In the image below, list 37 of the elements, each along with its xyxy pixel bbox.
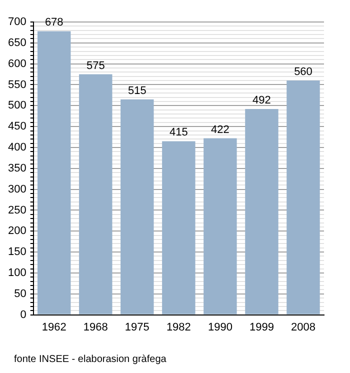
data-label: 515 xyxy=(128,84,146,97)
data-label: 415 xyxy=(169,126,188,139)
x-tick-label: 1999 xyxy=(249,321,274,334)
x-tick-label: 1975 xyxy=(124,321,150,334)
x-tick-label: 1962 xyxy=(42,321,66,334)
bar xyxy=(120,99,154,314)
bar xyxy=(245,109,278,314)
data-label: 492 xyxy=(252,94,271,107)
bar xyxy=(204,138,237,314)
y-tick-label: 100 xyxy=(8,267,26,280)
bar xyxy=(286,80,320,314)
y-tick-label: 150 xyxy=(8,246,26,258)
data-label: 575 xyxy=(86,60,105,72)
y-tick-label: 350 xyxy=(8,162,26,174)
y-tick-label: 550 xyxy=(8,78,26,91)
bar xyxy=(162,141,196,314)
bar xyxy=(38,31,71,314)
x-tick-label: 2008 xyxy=(290,321,316,334)
bar xyxy=(79,74,112,314)
y-tick-label: 200 xyxy=(8,225,26,238)
source-note: fonte INSEE - elaborasion gràfega xyxy=(14,354,166,365)
data-label: 422 xyxy=(211,124,230,136)
y-tick-label: 600 xyxy=(8,58,26,70)
y-tick-label: 300 xyxy=(8,183,26,196)
y-tick-label: 50 xyxy=(14,288,26,300)
y-tick-label: 450 xyxy=(8,120,26,133)
x-tick-label: 1968 xyxy=(83,321,108,334)
data-label: 560 xyxy=(294,66,312,78)
y-tick-label: 700 xyxy=(8,16,26,28)
y-tick-label: 500 xyxy=(8,100,26,112)
data-label: 678 xyxy=(44,16,64,29)
y-tick-label: 0 xyxy=(20,308,26,321)
x-tick-label: 1982 xyxy=(166,321,191,334)
y-tick-label: 250 xyxy=(8,204,26,216)
y-tick-label: 400 xyxy=(8,142,26,154)
x-tick-label: 1990 xyxy=(208,321,232,334)
y-tick-label: 650 xyxy=(8,36,26,49)
